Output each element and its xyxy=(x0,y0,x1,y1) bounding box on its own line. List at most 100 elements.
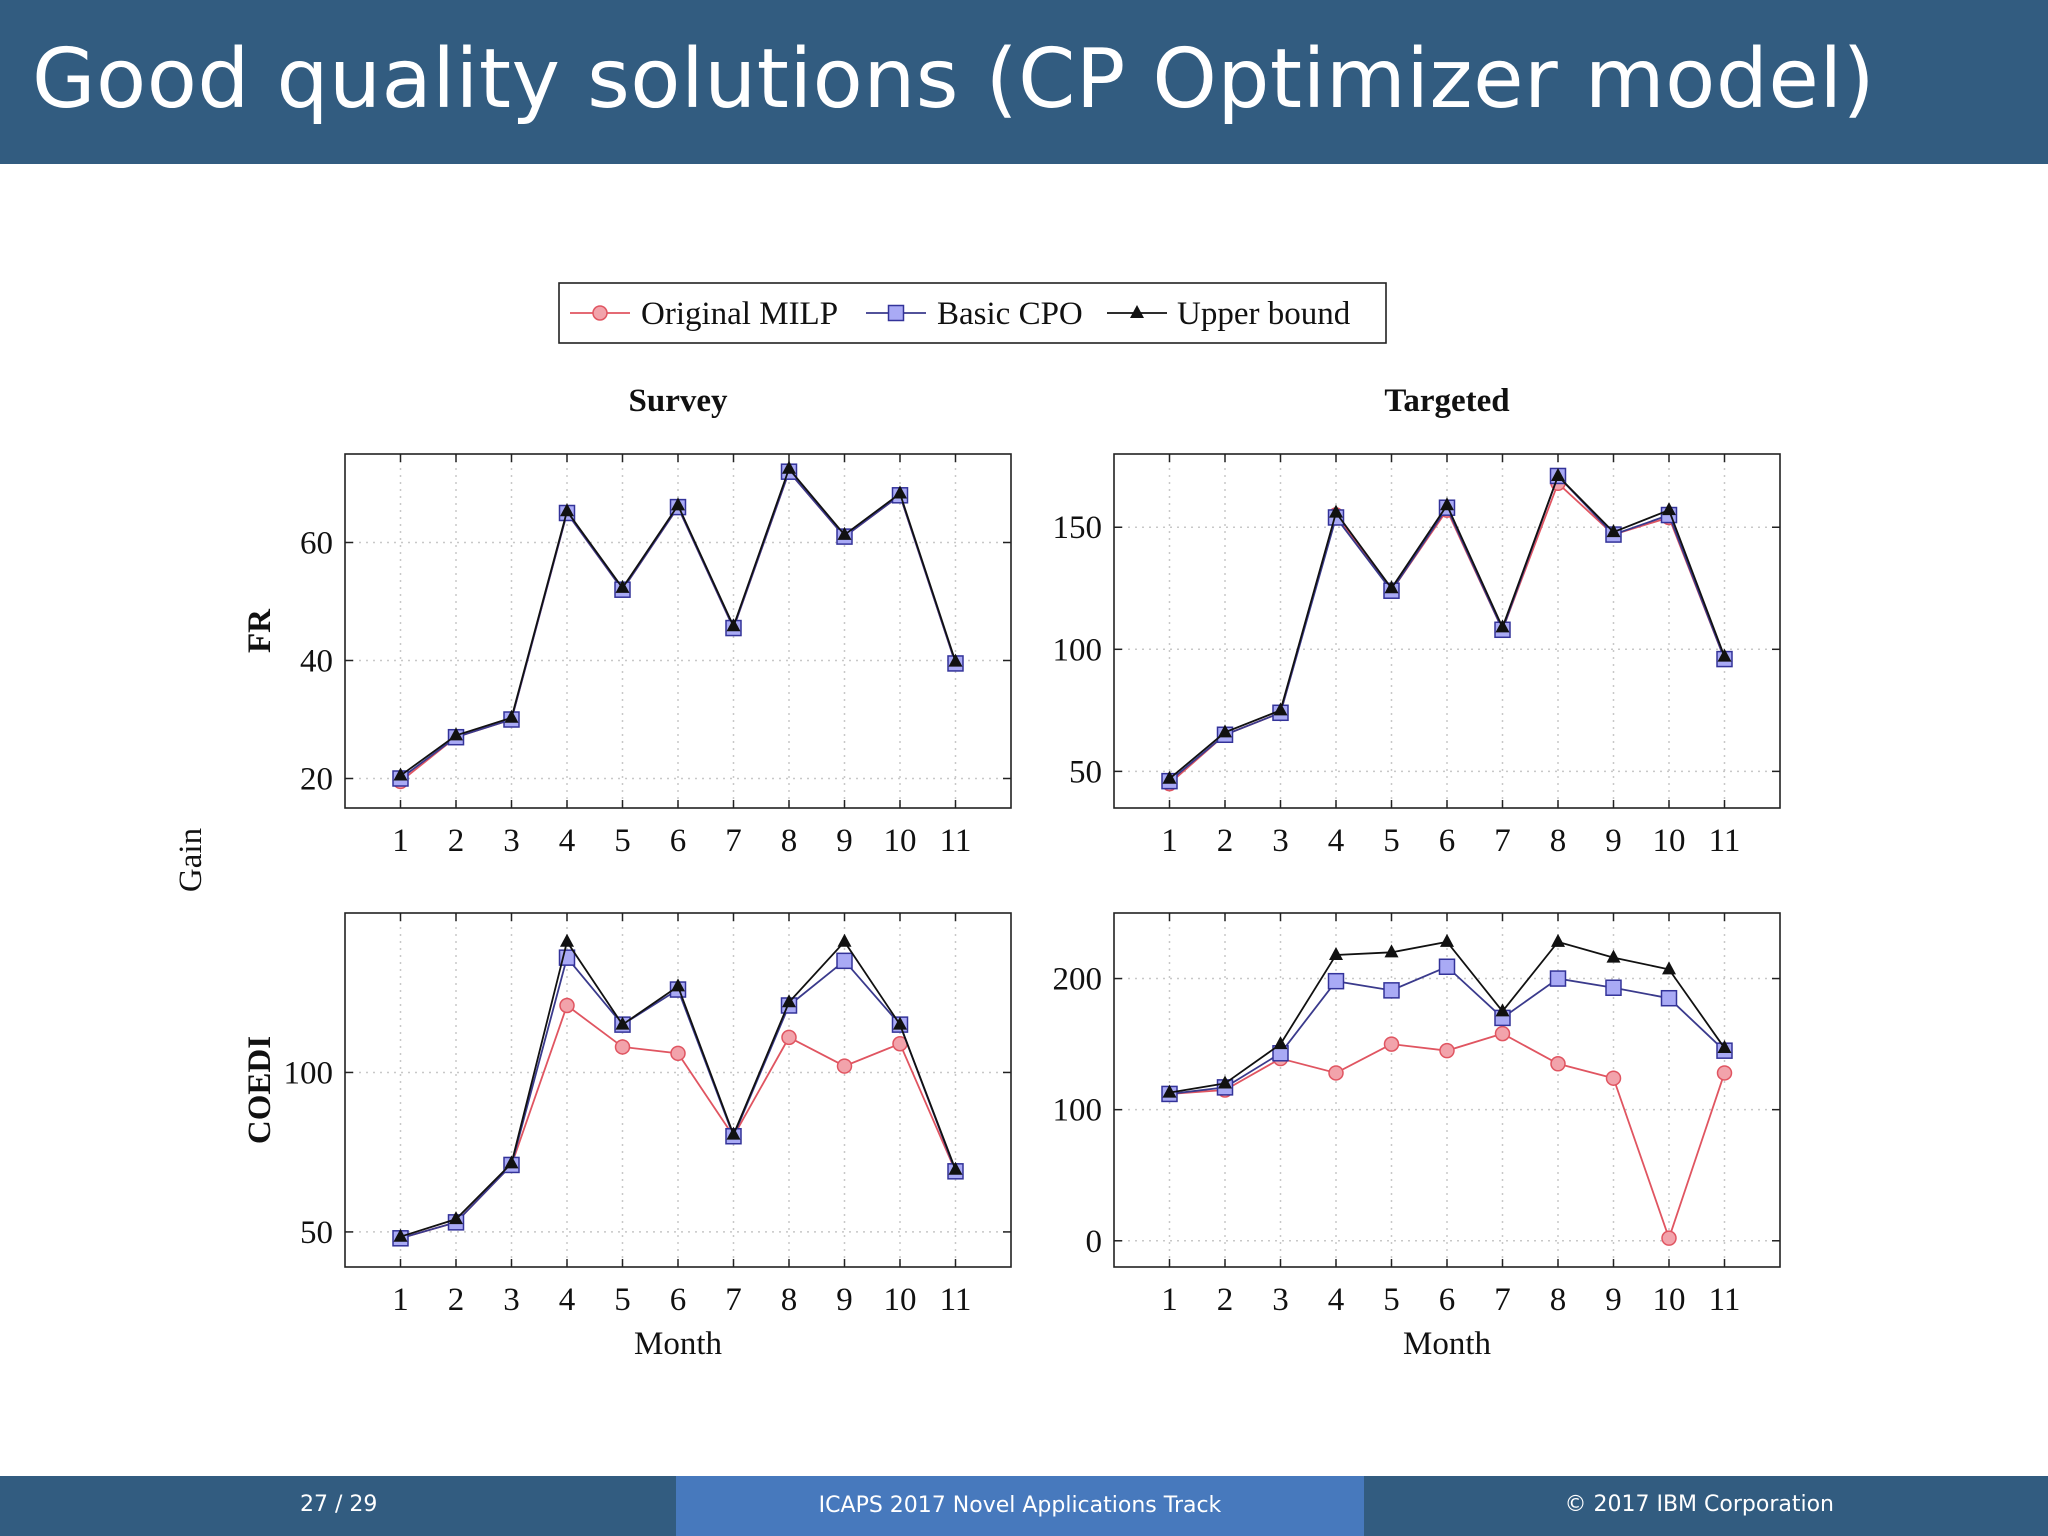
milp-point xyxy=(1661,1230,1677,1246)
upper-bound-point xyxy=(893,1016,907,1030)
x-tick-label: 8 xyxy=(1550,1282,1567,1318)
x-tick-label: 8 xyxy=(1550,823,1567,859)
x-tick-label: 3 xyxy=(503,1282,520,1318)
x-axis-label: Month xyxy=(1403,1326,1492,1362)
milp-point xyxy=(1550,1056,1566,1072)
copyright-text: © 2017 IBM Corporation xyxy=(1564,1492,1835,1517)
row-label: COEDI xyxy=(242,1036,278,1144)
upper-bound-point xyxy=(393,1228,408,1242)
y-tick-label: 150 xyxy=(1053,510,1103,546)
x-tick-label: 2 xyxy=(1217,823,1234,859)
x-tick-label: 4 xyxy=(559,1282,576,1318)
upper-bound-point xyxy=(1662,502,1676,516)
upper-bound-point xyxy=(1218,724,1232,738)
milp-point xyxy=(781,1029,797,1046)
x-tick-label: 9 xyxy=(836,823,853,859)
x-tick-label: 2 xyxy=(448,1282,465,1318)
x-tick-label: 5 xyxy=(614,823,631,859)
x-axis-label: Month xyxy=(634,1326,723,1362)
panel-title: Survey xyxy=(629,383,729,419)
x-tick-label: 6 xyxy=(670,1282,687,1318)
legend-label: Basic CPO xyxy=(937,296,1083,332)
chart-panel-2: 1 2 3 4 5 6 7 8 9 10 11 50 100 150 Targeted xyxy=(1053,383,1781,859)
x-tick-label: 1 xyxy=(392,1282,409,1318)
x-tick-label: 8 xyxy=(781,1282,798,1318)
upper-bound-point xyxy=(1440,933,1454,947)
x-tick-label: 3 xyxy=(503,823,520,859)
legend-marker-cpo xyxy=(887,304,905,322)
upper-bound-point xyxy=(393,767,408,781)
y-tick-label: 200 xyxy=(1053,962,1103,998)
cpo-point xyxy=(1383,982,1400,999)
upper-bound-point xyxy=(671,497,685,511)
legend: Original MILP Basic CPO Upper bound xyxy=(558,282,1387,344)
milp-point xyxy=(670,1045,686,1062)
cpo-point xyxy=(836,952,853,970)
chart-panel-1: 1 2 3 4 5 6 7 8 9 10 11 20 40 60 Survey FR xyxy=(242,383,1012,859)
footer-right: © 2017 IBM Corporation xyxy=(1364,1476,2048,1536)
y-tick-label: 0 xyxy=(1086,1224,1103,1260)
y-tick-label: 50 xyxy=(1069,754,1102,790)
y-tick-label: 100 xyxy=(1053,1093,1103,1129)
x-tick-label: 6 xyxy=(670,823,687,859)
upper-bound-point xyxy=(560,503,574,517)
upper-bound-point xyxy=(726,1126,741,1140)
upper-bound-point xyxy=(671,978,685,992)
legend-marker-ub xyxy=(1130,305,1144,318)
milp-point xyxy=(1328,1065,1344,1081)
upper-bound-point xyxy=(948,1161,963,1175)
series-line-2 xyxy=(1168,474,1726,780)
cpo-point xyxy=(1660,989,1678,1007)
x-tick-label: 2 xyxy=(1217,1282,1234,1318)
x-tick-label: 9 xyxy=(1605,1282,1622,1318)
upper-bound-point xyxy=(837,526,852,540)
x-tick-label: 4 xyxy=(1328,823,1345,859)
x-tick-label: 1 xyxy=(1161,1282,1178,1318)
shared-y-label: Gain xyxy=(173,828,209,892)
upper-bound-point xyxy=(504,709,519,723)
upper-bound-point xyxy=(449,727,463,741)
cpo-point xyxy=(1438,958,1456,976)
x-tick-label: 7 xyxy=(725,823,742,859)
series-line-0 xyxy=(1168,481,1726,785)
milp-point xyxy=(836,1058,853,1074)
milp-point xyxy=(1716,1065,1733,1081)
milp-point xyxy=(1605,1070,1622,1086)
y-tick-label: 50 xyxy=(300,1215,333,1251)
upper-bound-point xyxy=(1717,1040,1732,1054)
milp-point xyxy=(1494,1025,1511,1042)
series-line-1 xyxy=(400,955,957,1240)
milp-point xyxy=(614,1039,631,1055)
upper-bound-point xyxy=(560,933,574,947)
x-tick-label: 11 xyxy=(940,823,972,859)
x-tick-label: 5 xyxy=(1383,823,1400,859)
x-tick-label: 9 xyxy=(1605,823,1622,859)
upper-bound-point xyxy=(1329,946,1343,960)
x-tick-label: 3 xyxy=(1272,1282,1289,1318)
x-tick-label: 7 xyxy=(725,1282,742,1318)
x-tick-label: 4 xyxy=(559,823,576,859)
legend-box xyxy=(558,282,1387,344)
upper-bound-point xyxy=(1606,524,1621,538)
upper-bound-point xyxy=(1162,770,1177,784)
x-tick-label: 5 xyxy=(614,1282,631,1318)
x-tick-label: 4 xyxy=(1328,1282,1345,1318)
upper-bound-point xyxy=(1440,497,1454,511)
cpo-point xyxy=(1605,979,1622,996)
upper-bound-point xyxy=(1384,944,1399,958)
x-tick-label: 7 xyxy=(1494,1282,1511,1318)
x-tick-label: 5 xyxy=(1383,1282,1400,1318)
upper-bound-point xyxy=(837,933,852,947)
upper-bound-point xyxy=(726,618,741,632)
upper-bound-point xyxy=(1218,1075,1232,1089)
legend-marker-milp xyxy=(592,305,608,321)
upper-bound-point xyxy=(615,579,630,593)
upper-bound-point xyxy=(1273,702,1288,716)
x-tick-label: 7 xyxy=(1494,823,1511,859)
upper-bound-point xyxy=(1662,961,1676,975)
x-tick-label: 1 xyxy=(1161,823,1178,859)
milp-point xyxy=(1383,1036,1400,1052)
x-tick-label: 1 xyxy=(392,823,409,859)
